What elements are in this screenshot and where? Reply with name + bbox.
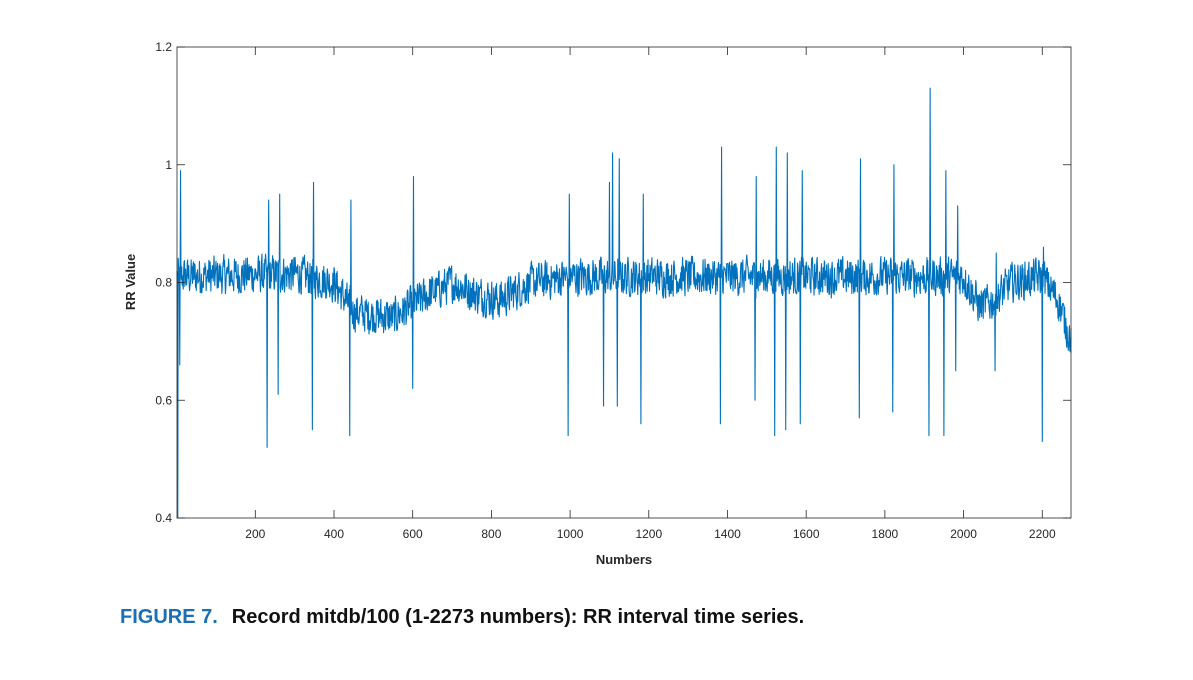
x-tick-label: 2200 — [1029, 527, 1056, 541]
x-tick-label: 600 — [403, 527, 423, 541]
x-tick-label: 1400 — [714, 527, 741, 541]
figure-caption: FIGURE 7. Record mitdb/100 (1-2273 number… — [120, 606, 804, 629]
chart: 200 400 600 800 1000 1200 1400 1600 1800 2000 2200… — [123, 40, 1072, 567]
y-tick-label: 0.4 — [155, 511, 172, 525]
y-axis-title: RR Value — [123, 254, 138, 310]
x-axis-title: Numbers — [596, 552, 652, 567]
plot-lines — [176, 87, 1072, 519]
x-axis-ticks: 200 400 600 800 1000 1200 1400 1600 1800 2000 2200 — [245, 47, 1056, 541]
figure-caption-text: Record mitdb/100 (1-2273 numbers): RR in… — [231, 606, 805, 628]
y-tick-label: 0.6 — [155, 393, 172, 407]
x-tick-label: 200 — [245, 527, 265, 541]
x-tick-label: 1600 — [793, 527, 820, 541]
x-tick-label: 2000 — [950, 527, 977, 541]
y-tick-label: 0.8 — [155, 276, 172, 290]
x-tick-label: 400 — [324, 527, 344, 541]
series-line-rr-interval — [176, 87, 1072, 519]
y-tick-label: 1 — [165, 158, 172, 172]
x-tick-label: 1200 — [635, 527, 662, 541]
y-axis-ticks: 0.4 0.6 0.8 1 1.2 — [155, 40, 1071, 525]
x-tick-label: 1800 — [872, 527, 899, 541]
y-tick-label: 1.2 — [155, 40, 172, 54]
x-tick-label: 1000 — [557, 527, 584, 541]
figure-caption-label: FIGURE 7. — [120, 606, 218, 628]
x-tick-label: 800 — [481, 527, 501, 541]
